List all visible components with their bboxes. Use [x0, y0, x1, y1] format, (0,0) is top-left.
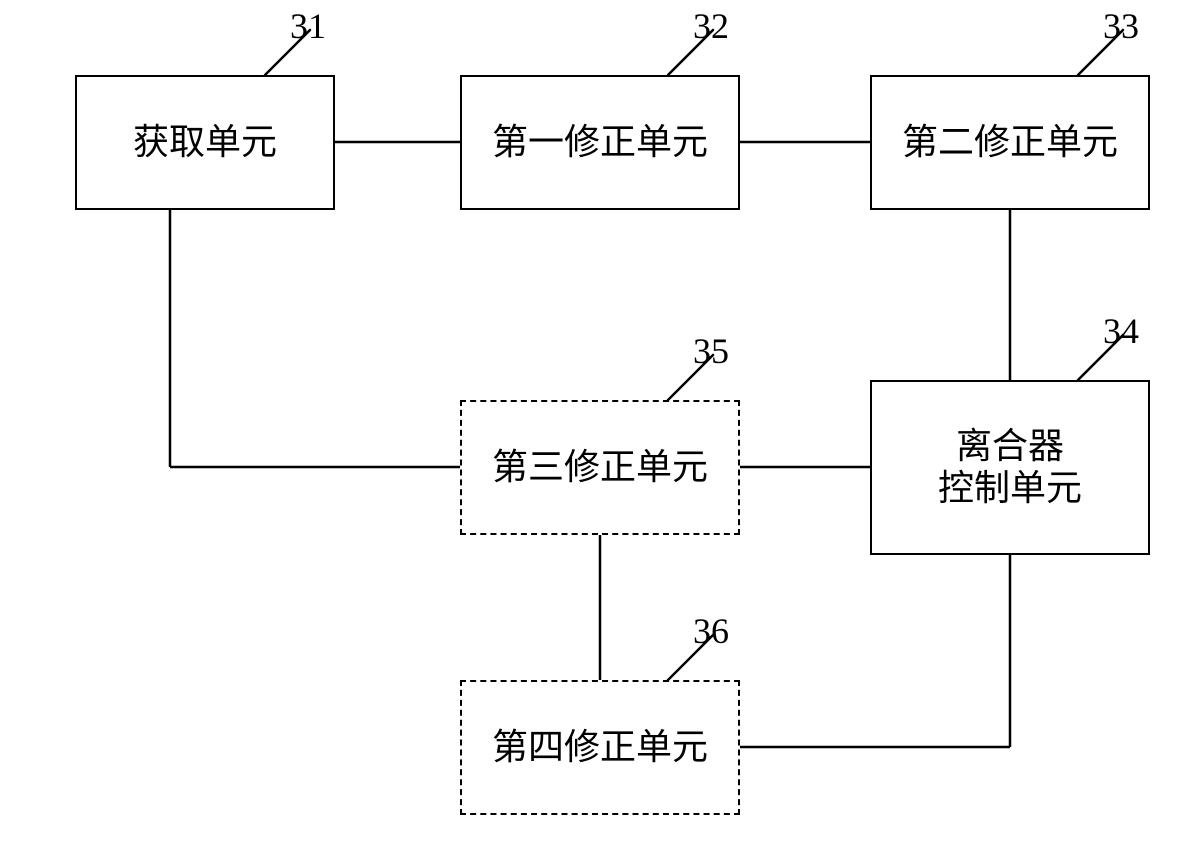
- node-label: 第二修正单元: [902, 122, 1118, 163]
- node-fourth-correction-unit: 第四修正单元: [460, 680, 740, 815]
- node-label: 第四修正单元: [492, 727, 708, 768]
- callout-35: 35: [693, 330, 729, 372]
- node-label: 离合器 控制单元: [938, 426, 1082, 509]
- callout-33: 33: [1103, 5, 1139, 47]
- node-third-correction-unit: 第三修正单元: [460, 400, 740, 535]
- node-acquire-unit: 获取单元: [75, 75, 335, 210]
- callout-32: 32: [693, 5, 729, 47]
- node-second-correction-unit: 第二修正单元: [870, 75, 1150, 210]
- node-clutch-control-unit: 离合器 控制单元: [870, 380, 1150, 555]
- node-label: 第三修正单元: [492, 447, 708, 488]
- node-label: 获取单元: [133, 122, 277, 163]
- node-label: 第一修正单元: [492, 122, 708, 163]
- diagram-canvas: 获取单元 31 第一修正单元 32 第二修正单元 33 离合器 控制单元 34 …: [0, 0, 1200, 847]
- callout-31: 31: [290, 5, 326, 47]
- callout-36: 36: [693, 610, 729, 652]
- callout-34: 34: [1103, 310, 1139, 352]
- node-first-correction-unit: 第一修正单元: [460, 75, 740, 210]
